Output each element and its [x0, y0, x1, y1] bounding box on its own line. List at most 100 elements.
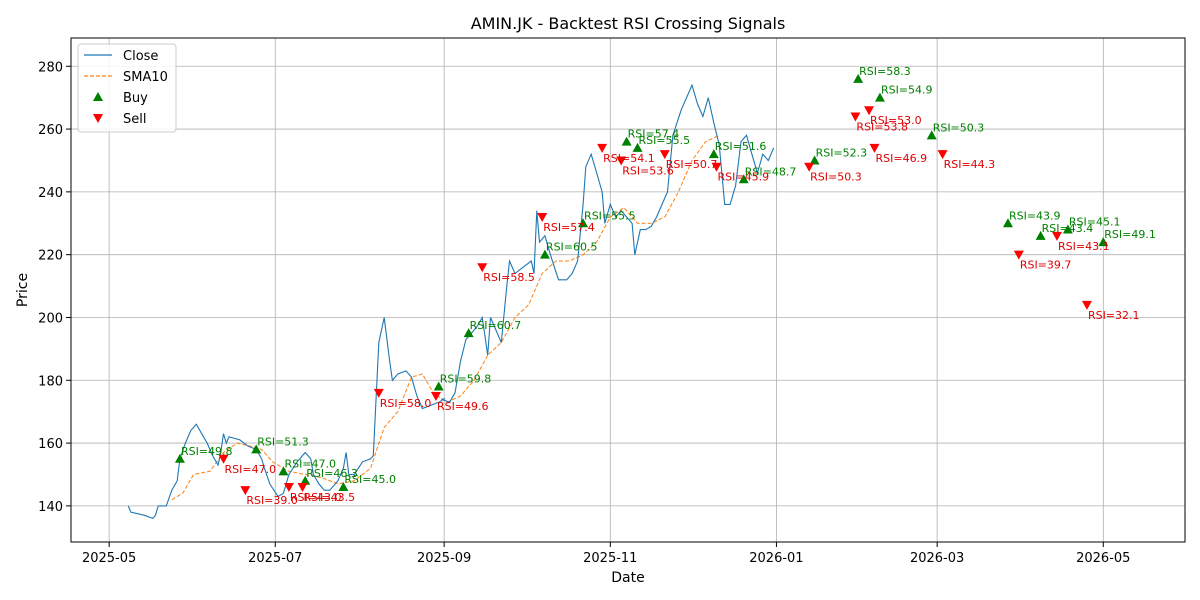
x-tick-label: 2026-01: [749, 551, 803, 566]
buy-marker: [300, 475, 311, 485]
sell-annotation: RSI=32.1: [1088, 309, 1140, 322]
close-series: [127, 83, 775, 520]
buy-annotation: RSI=51.3: [257, 435, 309, 448]
sell-marker: [850, 112, 861, 122]
buy-annotation: RSI=51.6: [715, 140, 767, 153]
y-tick-label: 140: [38, 500, 63, 515]
sell-marker: [537, 212, 548, 222]
sell-marker: [283, 483, 294, 493]
sell-annotation: RSI=57.4: [543, 221, 595, 234]
x-tick-label: 2025-11: [583, 551, 637, 566]
sell-marker: [659, 150, 670, 160]
sell-marker: [597, 143, 608, 153]
sell-marker: [616, 156, 627, 166]
sell-marker: [869, 143, 880, 153]
legend-label: Close: [123, 49, 158, 64]
legend-label: Buy: [123, 91, 148, 106]
sell-annotation: RSI=54.1: [603, 152, 655, 165]
sell-marker: [1013, 250, 1024, 260]
sell-annotation: RSI=53.8: [856, 121, 908, 134]
buy-annotation: RSI=58.3: [859, 65, 911, 78]
sell-annotation: RSI=53.0: [870, 114, 922, 127]
buy-marker: [738, 174, 749, 184]
sell-annotation: RSI=39.7: [1020, 259, 1072, 272]
buy-annotation: RSI=49.8: [181, 445, 233, 458]
buy-marker: [174, 453, 185, 463]
y-axis-ticks: 140 160 180 200 220 240 260 280: [38, 60, 71, 515]
buy-marker: [708, 149, 719, 159]
legend-sell-swatch: [93, 114, 103, 123]
sma10-series: [171, 134, 720, 501]
buy-marker: [539, 249, 550, 259]
sell-annotation: RSI=58.0: [380, 397, 432, 410]
signal-annotations: RSI=49.8RSI=51.3RSI=47.0RSI=46.3RSI=45.0…: [181, 65, 1156, 507]
sell-marker: [804, 162, 815, 172]
buy-annotation: RSI=43.4: [1042, 222, 1094, 235]
buy-annotation: RSI=48.7: [745, 165, 797, 178]
sell-annotation: RSI=49.6: [437, 400, 489, 413]
buy-marker: [1062, 224, 1073, 234]
x-tick-label: 2026-05: [1076, 551, 1130, 566]
x-axis-ticks: 2025-05 2025-07 2025-09 2025-11 2026-01 2026-…: [82, 542, 1130, 566]
sell-annotation: RSI=46.9: [875, 152, 927, 165]
sell-annotation: RSI=44.3: [944, 158, 996, 171]
sell-annotation: RSI=53.6: [622, 164, 674, 177]
buy-annotation: RSI=43.9: [1009, 209, 1061, 222]
buy-annotation: RSI=54.9: [881, 84, 933, 97]
grid-lines: [71, 38, 1185, 542]
y-tick-label: 160: [38, 437, 63, 452]
buy-marker: [578, 218, 589, 228]
buy-annotation: RSI=55.5: [639, 134, 691, 147]
buy-annotation: RSI=55.5: [584, 209, 636, 222]
buy-annotation: RSI=45.1: [1069, 216, 1121, 229]
y-axis-label: Price: [15, 273, 31, 307]
sell-annotation: RSI=50.3: [810, 171, 862, 184]
sell-marker: [937, 150, 948, 160]
sell-marker: [864, 106, 875, 116]
sell-annotation: RSI=43.0: [290, 491, 342, 504]
buy-marker: [632, 142, 643, 152]
buy-annotation: RSI=52.3: [816, 146, 868, 159]
buy-annotation: RSI=60.7: [470, 319, 522, 332]
buy-annotation: RSI=45.0: [344, 473, 396, 486]
buy-marker: [809, 155, 820, 165]
legend: Close SMA10 Buy Sell: [77, 43, 177, 133]
y-tick-label: 280: [38, 60, 63, 75]
signal-markers: [174, 73, 1109, 496]
sma10-line: [171, 134, 720, 501]
y-tick-label: 220: [38, 249, 63, 264]
buy-annotation: RSI=59.8: [440, 373, 492, 386]
sell-marker: [711, 162, 722, 172]
sell-annotation: RSI=39.0: [246, 494, 298, 507]
legend-buy-swatch: [93, 92, 103, 101]
buy-marker: [463, 328, 474, 338]
sell-annotation: RSI=50.7: [666, 158, 718, 171]
buy-marker: [874, 92, 885, 102]
sell-marker: [297, 483, 308, 493]
buy-annotation: RSI=57.4: [628, 128, 680, 141]
buy-marker: [338, 482, 349, 492]
sell-annotation: RSI=58.5: [483, 271, 535, 284]
legend-label: SMA10: [123, 70, 168, 85]
buy-marker: [1035, 230, 1046, 240]
x-tick-label: 2025-07: [248, 551, 302, 566]
x-tick-label: 2026-03: [910, 551, 964, 566]
buy-marker: [278, 466, 289, 476]
buy-marker: [1002, 218, 1013, 228]
sell-marker: [1081, 300, 1092, 310]
buy-annotation: RSI=47.0: [284, 457, 336, 470]
sell-annotation: RSI=47.0: [225, 463, 277, 476]
buy-annotation: RSI=50.3: [933, 121, 985, 134]
buy-annotation: RSI=49.1: [1104, 228, 1156, 241]
x-tick-label: 2025-05: [82, 551, 136, 566]
sell-marker: [218, 454, 229, 464]
buy-marker: [926, 130, 937, 140]
chart-title: AMIN.JK - Backtest RSI Crossing Signals: [471, 14, 786, 33]
buy-annotation: RSI=46.3: [306, 467, 358, 480]
buy-annotation: RSI=60.5: [546, 241, 598, 254]
y-tick-label: 180: [38, 374, 63, 389]
sell-marker: [477, 263, 488, 273]
sell-marker: [1051, 231, 1062, 241]
